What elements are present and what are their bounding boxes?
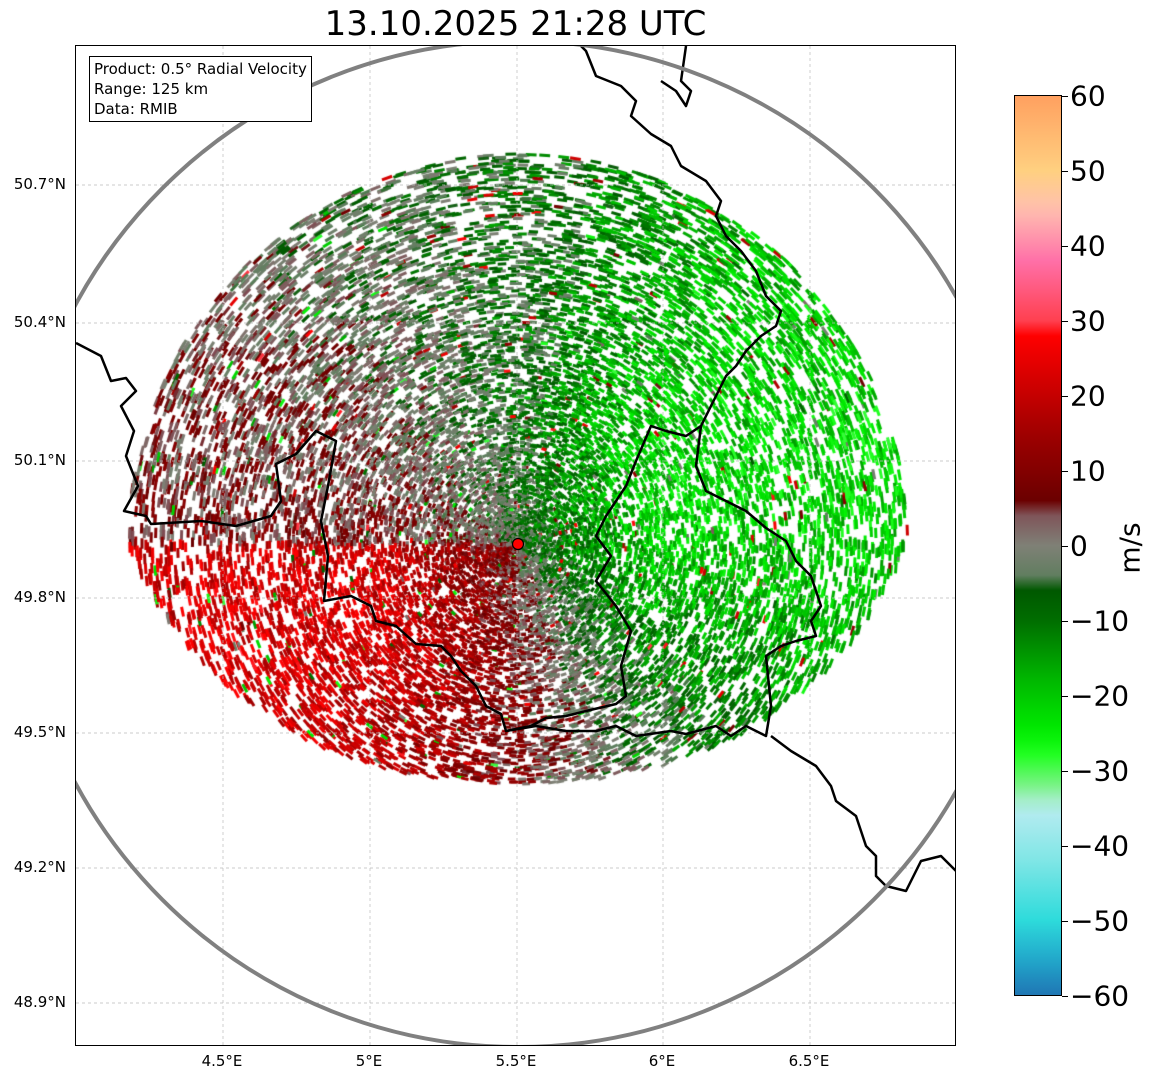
radar-map [75, 45, 956, 1046]
lat-tick-label: 49.8°N [13, 588, 66, 606]
lat-tick-label: 49.2°N [13, 858, 66, 876]
lon-tick-label: 5.5°E [495, 1052, 537, 1070]
colorbar-tick-mark [1062, 921, 1068, 922]
map-overlay [76, 46, 955, 1045]
colorbar-tick-label: −30 [1070, 754, 1130, 788]
colorbar-tick-mark [1062, 621, 1068, 622]
colorbar-tick-mark [1062, 246, 1068, 247]
lat-tick-label: 50.1°N [13, 451, 66, 469]
colorbar-tick-label: 20 [1070, 379, 1106, 413]
colorbar-tick-mark [1062, 171, 1068, 172]
colorbar [1014, 95, 1062, 996]
lat-tick-label: 49.5°N [13, 723, 66, 741]
colorbar-tick-label: −10 [1070, 604, 1130, 638]
colorbar-tick-mark [1062, 696, 1068, 697]
info-range: Range: 125 km [94, 80, 209, 98]
colorbar-tick-label: −60 [1070, 979, 1130, 1013]
map-title: 13.10.2025 21:28 UTC [324, 4, 707, 44]
colorbar-tick-label: −50 [1070, 904, 1130, 938]
lat-tick-label: 50.4°N [13, 313, 66, 331]
lon-tick-label: 4.5°E [201, 1052, 243, 1070]
info-source: Data: RMIB [94, 100, 178, 118]
lat-tick-label: 48.9°N [13, 993, 66, 1011]
country-borders [76, 46, 955, 893]
colorbar-tick-label: 50 [1070, 154, 1106, 188]
colorbar-tick-label: 10 [1070, 454, 1106, 488]
lon-tick-label: 6.5°E [788, 1052, 830, 1070]
colorbar-tick-mark [1062, 996, 1068, 997]
lon-tick-label: 6°E [648, 1052, 676, 1070]
colorbar-tick-label: 0 [1070, 529, 1088, 563]
radar-site-marker [511, 537, 525, 551]
colorbar-label: m/s [1113, 522, 1147, 574]
colorbar-tick-mark [1062, 321, 1068, 322]
colorbar-tick-label: 30 [1070, 304, 1106, 338]
product-info-box: Product: 0.5° Radial Velocity Range: 125… [89, 56, 312, 122]
lat-tick-label: 50.7°N [13, 175, 66, 193]
colorbar-tick-mark [1062, 771, 1068, 772]
info-product: Product: 0.5° Radial Velocity [94, 60, 307, 78]
lon-tick-label: 5°E [355, 1052, 383, 1070]
colorbar-tick-mark [1062, 846, 1068, 847]
colorbar-tick-label: −20 [1070, 679, 1130, 713]
colorbar-tick-label: 40 [1070, 229, 1106, 263]
colorbar-tick-mark [1062, 546, 1068, 547]
colorbar-tick-mark [1062, 396, 1068, 397]
colorbar-tick-label: −40 [1070, 829, 1130, 863]
colorbar-tick-label: 60 [1070, 79, 1106, 113]
colorbar-tick-mark [1062, 96, 1068, 97]
colorbar-tick-mark [1062, 471, 1068, 472]
